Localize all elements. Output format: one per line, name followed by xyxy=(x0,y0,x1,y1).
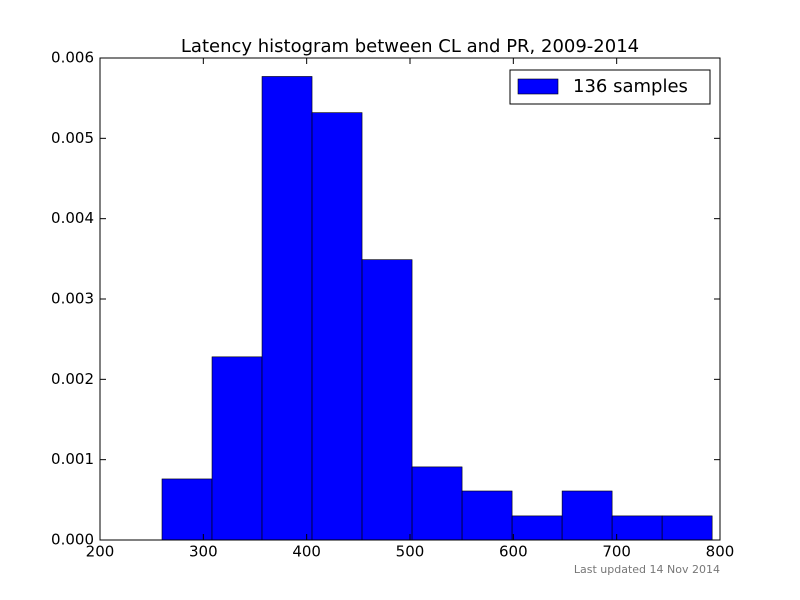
x-tick-label: 600 xyxy=(499,543,528,561)
y-tick-label: 0.000 xyxy=(51,531,94,549)
bar xyxy=(411,466,463,541)
y-tick-label: 0.003 xyxy=(51,290,94,308)
y-tick-label: 0.004 xyxy=(51,209,94,227)
x-tick-label: 300 xyxy=(189,543,218,561)
y-tick-label: 0.006 xyxy=(51,49,94,67)
bar xyxy=(461,490,513,541)
bar xyxy=(511,515,563,541)
x-tick-label: 200 xyxy=(86,543,115,561)
bar xyxy=(161,478,213,541)
y-tick-label: 0.001 xyxy=(51,450,94,468)
x-tick-label: 400 xyxy=(292,543,321,561)
x-tick-label: 500 xyxy=(396,543,425,561)
y-tick-label: 0.002 xyxy=(51,370,94,388)
bar xyxy=(361,259,413,541)
legend-label: 136 samples xyxy=(573,76,688,97)
bar xyxy=(611,515,663,541)
chart-title: Latency histogram between CL and PR, 200… xyxy=(181,36,639,57)
x-tick-label: 700 xyxy=(602,543,631,561)
y-tick-label: 0.005 xyxy=(51,129,94,147)
bar xyxy=(261,76,313,541)
bar xyxy=(561,490,613,541)
bar xyxy=(211,356,263,541)
bar xyxy=(661,515,713,541)
bar xyxy=(311,112,363,541)
legend-swatch xyxy=(517,78,559,95)
annotation: Last updated 14 Nov 2014 xyxy=(574,563,720,576)
x-tick-label: 800 xyxy=(706,543,735,561)
